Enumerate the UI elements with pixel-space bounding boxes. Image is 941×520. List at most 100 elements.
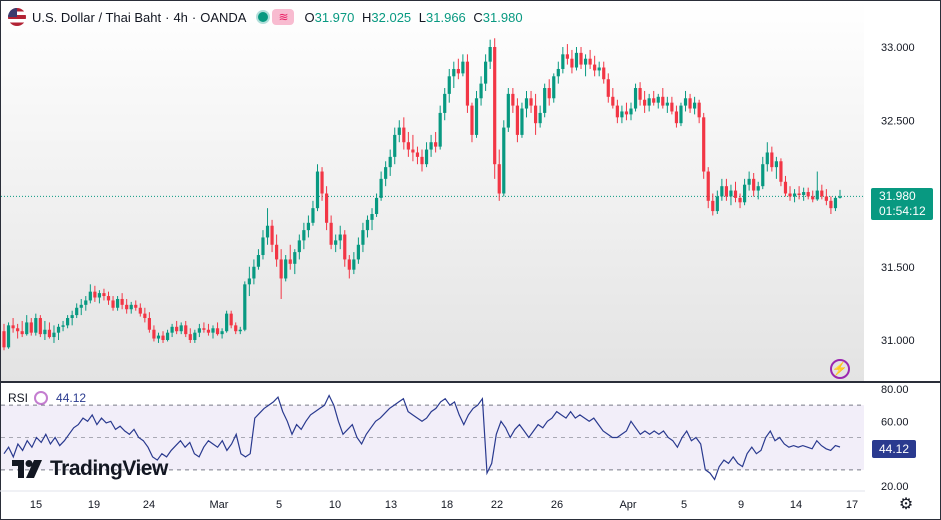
candle-body (702, 117, 706, 172)
candle-body (343, 234, 347, 260)
candle-body (270, 225, 274, 245)
candle-body (184, 325, 188, 335)
candle-body (456, 68, 460, 74)
candle-body (724, 186, 729, 197)
candle-body (88, 291, 92, 301)
high-label: H (362, 9, 372, 25)
candle-body (111, 300, 115, 308)
candle-body (156, 335, 161, 339)
candlestick-series (2, 38, 842, 351)
time-tick-label: 22 (491, 499, 503, 511)
candle-body (352, 259, 356, 270)
time-tick-label: 10 (329, 499, 341, 511)
time-tick-label: 15 (30, 499, 42, 511)
candle-body (643, 99, 647, 106)
candle-body (6, 325, 11, 348)
candle-body (302, 230, 306, 241)
candle-body (84, 300, 88, 305)
candle-body (20, 331, 24, 335)
candle-body (524, 98, 529, 109)
candle-body (297, 240, 301, 253)
loading-icon (34, 391, 49, 405)
candle-body (334, 240, 338, 245)
candle-body (34, 318, 38, 333)
candle-body (733, 190, 738, 198)
candle-body (715, 196, 719, 212)
candle-body (420, 156, 424, 165)
source-label: OANDA (200, 9, 247, 25)
market-status-icon[interactable] (256, 10, 271, 24)
rsi-legend[interactable]: RSI 44.12 (8, 391, 86, 405)
candle-body (379, 178, 383, 198)
price-tick-label: 31.000 (881, 335, 915, 347)
symbol-name: U.S. Dollar / Thai Baht (32, 9, 162, 25)
candle-body (29, 322, 33, 333)
candle-body (75, 307, 79, 316)
candle-body (815, 190, 819, 200)
candle-body (552, 76, 556, 99)
ohlc-values: O31.970 H32.025 L31.966 C31.980 (304, 10, 526, 25)
candle-body (324, 193, 329, 223)
candle-body (520, 108, 524, 135)
candle-body (742, 184, 747, 203)
candle-body (247, 278, 251, 285)
candle-body (474, 98, 479, 135)
candle-body (129, 304, 133, 310)
symbol-legend[interactable]: U.S. Dollar / Thai Baht · 4h · OANDA ≋ O… (8, 8, 527, 26)
tradingview-logo[interactable]: TradingView (12, 457, 168, 481)
candle-body (102, 293, 106, 297)
candle-body (806, 192, 810, 197)
candle-body (615, 105, 619, 118)
candle-body (624, 111, 629, 115)
candle-body (315, 171, 320, 209)
candle-body (529, 98, 533, 106)
candle-body (593, 64, 597, 71)
candle-body (647, 98, 651, 106)
candle-body (656, 96, 660, 103)
candle-body (638, 88, 642, 100)
candle-body (152, 329, 156, 339)
wave-icon[interactable]: ≋ (272, 9, 295, 25)
candle-body (683, 98, 688, 106)
candle-body (674, 111, 679, 124)
candle-body (543, 88, 547, 113)
candle-body (497, 164, 501, 194)
candle-body (629, 108, 633, 115)
candle-body (756, 186, 760, 191)
candle-body (774, 161, 778, 168)
candle-body (838, 196, 842, 198)
price-axis: 33.000 32.500 31.500 31.000 (881, 42, 915, 347)
gear-icon[interactable]: ⚙ (898, 496, 914, 513)
candle-body (488, 47, 492, 62)
candle-body (811, 196, 815, 200)
candle-body (443, 93, 447, 113)
candle-body (11, 325, 15, 329)
rsi-band-fill (1, 405, 864, 470)
candle-body (275, 244, 279, 260)
candle-body (47, 329, 52, 338)
price-tick-label: 32.500 (881, 115, 915, 127)
candle-body (797, 193, 801, 195)
rsi-tick-label: 80.00 (881, 384, 909, 396)
candle-body (179, 325, 183, 332)
candle-body (447, 76, 451, 94)
candle-body (329, 222, 333, 245)
time-tick-label: Apr (619, 499, 636, 511)
legend-separator: · (191, 9, 197, 25)
candle-body (361, 230, 365, 245)
time-axis[interactable]: 15 19 24 Mar 5 10 13 18 22 26 Apr 5 9 14 17 (30, 499, 858, 511)
candle-body (824, 196, 828, 201)
candle-body (511, 93, 515, 106)
rsi-legend-value: 44.12 (56, 391, 87, 405)
candle-body (193, 332, 197, 340)
price-tick-label: 33.000 (881, 42, 915, 54)
close-label: C (473, 9, 483, 25)
candle-body (502, 127, 506, 194)
lightning-icon[interactable]: ⚡ (830, 359, 850, 379)
candle-body (579, 52, 583, 65)
rsi-axis: 80.00 60.00 20.00 (881, 384, 909, 493)
candle-body (61, 325, 65, 327)
candle-body (220, 331, 224, 335)
candle-body (538, 112, 542, 124)
